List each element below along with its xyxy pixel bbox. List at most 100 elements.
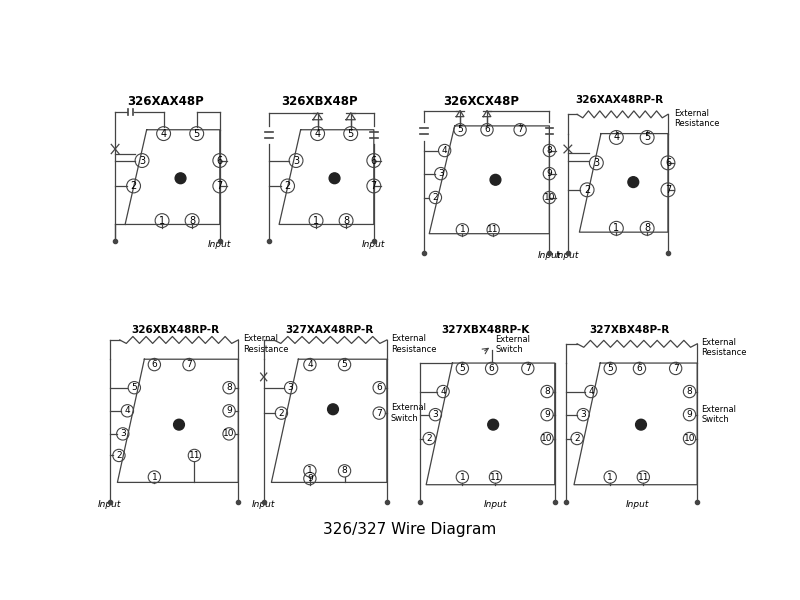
Text: 2: 2 [285,181,290,191]
Text: 9: 9 [546,169,552,178]
Text: 3: 3 [438,169,444,178]
Text: 2: 2 [574,434,580,443]
Text: 327XBX48P-R: 327XBX48P-R [590,325,670,335]
Text: 4: 4 [614,133,619,142]
Text: 7: 7 [186,360,192,369]
Text: 1: 1 [459,473,466,482]
Text: 6: 6 [370,155,377,166]
Text: 6: 6 [217,155,223,166]
Text: 1: 1 [607,473,613,482]
Text: 4: 4 [307,360,313,369]
Text: 5: 5 [347,128,354,139]
Text: Input: Input [556,251,579,260]
Text: Input: Input [252,500,275,509]
Text: 9: 9 [544,410,550,419]
Text: 5: 5 [131,383,138,392]
Text: 5: 5 [607,364,613,373]
Text: 3: 3 [120,430,126,439]
Text: 326/327 Wire Diagram: 326/327 Wire Diagram [323,523,497,538]
Text: 5: 5 [342,360,347,369]
Text: 326XAX48P: 326XAX48P [126,95,203,108]
Text: 1: 1 [159,215,165,226]
Text: 3: 3 [594,158,599,168]
Circle shape [175,173,186,184]
Text: Input: Input [98,500,122,509]
Text: 4: 4 [314,128,321,139]
Circle shape [628,177,638,187]
Text: 11: 11 [189,451,200,460]
Text: 4: 4 [161,128,166,139]
Text: 5: 5 [459,364,466,373]
Text: External
Switch: External Switch [701,405,736,424]
Text: 326XAX48RP-R: 326XAX48RP-R [575,95,663,105]
Text: 7: 7 [673,364,678,373]
Text: 8: 8 [226,383,232,392]
Text: 2: 2 [433,193,438,202]
Text: 6: 6 [151,360,158,369]
Text: Input: Input [626,500,649,509]
Text: 9: 9 [226,406,232,415]
Text: External
Resistance: External Resistance [674,109,720,128]
Text: 5: 5 [194,128,200,139]
Text: 10: 10 [223,430,235,439]
Text: 1: 1 [614,223,619,233]
Circle shape [174,419,184,430]
Text: 4: 4 [125,406,130,415]
Text: 1: 1 [151,473,158,482]
Text: 2: 2 [584,185,590,195]
Text: 8: 8 [189,215,195,226]
Text: 1: 1 [459,226,466,235]
Text: 8: 8 [546,146,552,155]
Text: External
Resistance: External Resistance [390,334,436,353]
Text: 10: 10 [544,193,555,202]
Text: 8: 8 [343,215,349,226]
Circle shape [636,419,646,430]
Text: 5: 5 [644,133,650,142]
Text: 7: 7 [370,181,377,191]
Circle shape [328,404,338,415]
Text: 9: 9 [307,474,313,483]
Text: 4: 4 [442,146,447,155]
Text: 2: 2 [426,434,432,443]
Text: 327XAX48RP-R: 327XAX48RP-R [285,325,374,335]
Text: 3: 3 [580,410,586,419]
Text: 3: 3 [293,155,299,166]
Text: 1: 1 [313,215,319,226]
Text: 7: 7 [525,364,530,373]
Text: 3: 3 [288,383,294,392]
Text: 5: 5 [457,125,463,134]
Text: 4: 4 [440,387,446,396]
Text: 7: 7 [665,185,671,195]
Text: 10: 10 [684,434,695,443]
Text: External
Switch: External Switch [495,335,530,354]
Text: 326XBX48RP-R: 326XBX48RP-R [131,325,219,335]
Text: 6: 6 [376,383,382,392]
Text: 326XCX48P: 326XCX48P [444,95,520,108]
Text: Input: Input [538,251,561,260]
Text: 11: 11 [638,473,649,482]
Text: 2: 2 [116,451,122,460]
Text: 1: 1 [307,466,313,475]
Text: 7: 7 [376,409,382,418]
Text: External
Switch: External Switch [390,403,426,423]
Text: 8: 8 [342,466,347,475]
Text: 6: 6 [489,364,494,373]
Text: 11: 11 [487,226,499,235]
Text: 9: 9 [686,410,692,419]
Circle shape [329,173,340,184]
Text: Input: Input [208,240,231,249]
Text: Input: Input [362,240,386,249]
Circle shape [490,175,501,185]
Text: 4: 4 [588,387,594,396]
Text: 3: 3 [433,410,438,419]
Text: 8: 8 [686,387,692,396]
Text: 326XBX48P: 326XBX48P [281,95,358,108]
Text: 6: 6 [484,125,490,134]
Text: External
Resistance: External Resistance [243,334,289,353]
Text: 6: 6 [665,158,671,168]
Text: 2: 2 [130,181,137,191]
Text: 7: 7 [217,181,223,191]
Text: 7: 7 [518,125,523,134]
Text: 8: 8 [644,223,650,233]
Text: 2: 2 [278,409,284,418]
